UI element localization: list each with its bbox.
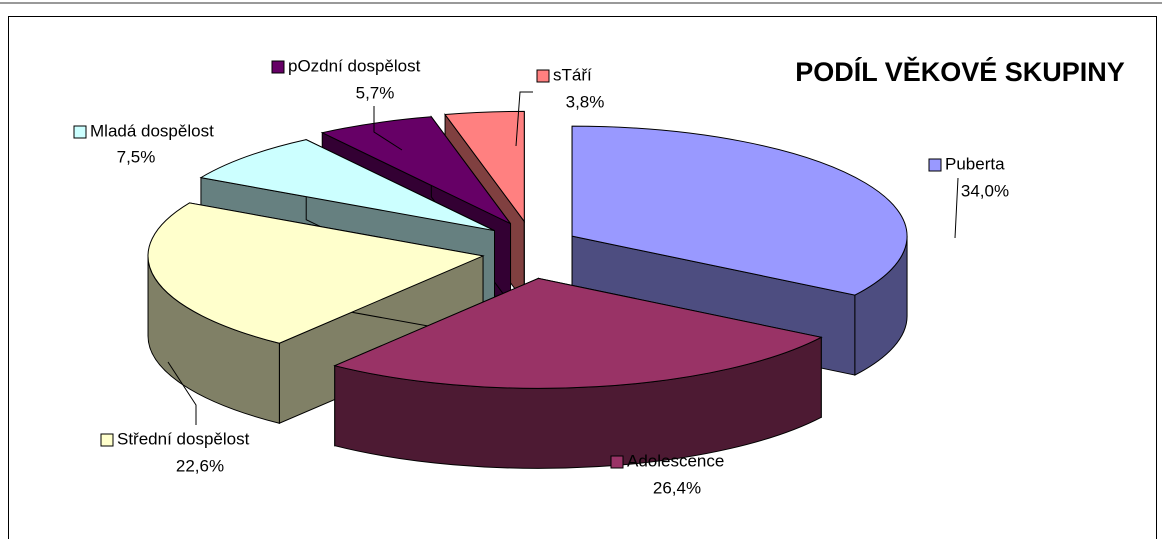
chart-frame: [8, 16, 1157, 544]
chart-title: PODÍL VĚKOVÉ SKUPINY: [795, 56, 1125, 87]
category-label: sTáří: [553, 65, 592, 84]
value-label: 5,7%: [356, 83, 395, 102]
slice-top: [147, 202, 485, 344]
slice: [147, 202, 485, 425]
leader-line: [515, 91, 533, 147]
data-label: Puberta 34,0%: [928, 154, 1009, 200]
category-label: Střední dospělost: [117, 429, 250, 448]
category-label: Mladá dospělost: [90, 121, 214, 140]
value-label: 7,5%: [117, 147, 156, 166]
slice-top: [320, 116, 511, 225]
data-label: Adolescence 26,4%: [610, 451, 724, 497]
data-label: Mladá dospělost 7,5%: [73, 121, 214, 166]
slice-top: [571, 125, 908, 296]
data-label: pOzdní dospělost 5,7%: [271, 56, 421, 102]
leader-line: [373, 106, 403, 151]
slice-top: [333, 277, 823, 389]
legend-swatch: [73, 125, 87, 139]
data-label: Střední dospělost 22,6%: [100, 429, 250, 475]
value-label: 34,0%: [961, 181, 1009, 200]
value-label: 26,4%: [653, 478, 701, 497]
value-label: 22,6%: [176, 456, 224, 475]
category-label: pOzdní dospělost: [288, 56, 421, 75]
slice-top: [444, 110, 525, 223]
data-label: sTáří 3,8%: [536, 65, 605, 111]
legend-swatch: [536, 69, 550, 83]
legend-swatch: [271, 60, 285, 74]
legend-swatch: [610, 455, 624, 469]
leader-line: [167, 361, 197, 425]
legend-swatch: [100, 433, 114, 447]
pie: [147, 110, 908, 469]
leader-lines: [167, 91, 959, 425]
leader-line: [954, 177, 959, 239]
slice: [333, 277, 823, 469]
legend-swatch: [928, 158, 942, 172]
category-label: Puberta: [945, 154, 1005, 173]
value-label: 3,8%: [566, 92, 605, 111]
category-label: Adolescence: [627, 451, 724, 470]
slice-top: [199, 139, 495, 232]
